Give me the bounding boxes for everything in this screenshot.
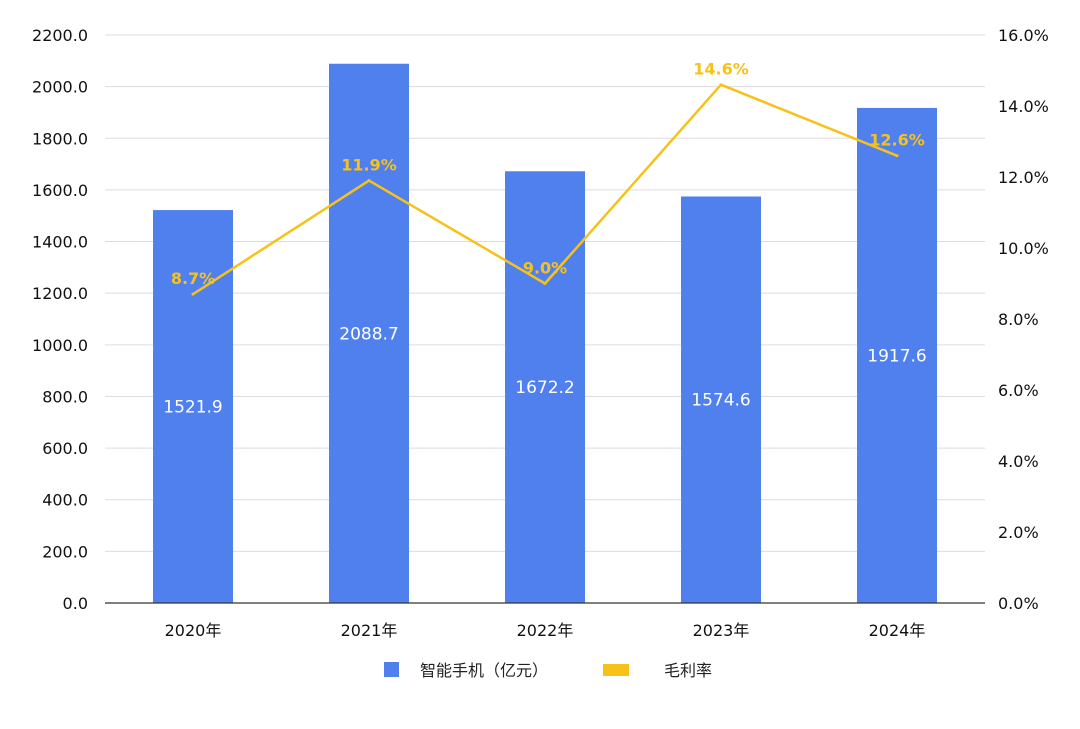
- left-tick-label: 2200.0: [32, 26, 88, 45]
- right-tick-label: 14.0%: [998, 97, 1049, 116]
- line-point: [543, 282, 547, 285]
- x-tick-label: 2023年: [693, 621, 750, 640]
- right-tick-label: 10.0%: [998, 239, 1049, 258]
- legend-swatch-line: [603, 664, 629, 676]
- bar: [681, 196, 761, 603]
- right-tick-label: 0.0%: [998, 594, 1039, 613]
- left-tick-label: 800.0: [42, 387, 88, 406]
- bar: [857, 107, 937, 603]
- line-value-label: 12.6%: [869, 131, 925, 150]
- bar: [329, 63, 409, 603]
- line-value-label: 14.6%: [693, 60, 749, 79]
- bar-value-label: 1574.6: [691, 391, 750, 411]
- x-tick-label: 2022年: [517, 621, 574, 640]
- bar: [505, 171, 585, 603]
- left-tick-label: 200.0: [42, 542, 88, 561]
- legend-label-bar: 智能手机（亿元）: [420, 661, 548, 680]
- line-value-label: 9.0%: [523, 259, 567, 278]
- left-tick-label: 1400.0: [32, 233, 88, 252]
- bar-value-label: 2088.7: [339, 324, 398, 344]
- line-point: [367, 179, 371, 183]
- line-series: [191, 83, 899, 296]
- right-tick-label: 8.0%: [998, 310, 1039, 329]
- right-tick-label: 16.0%: [998, 26, 1049, 45]
- legend-label-line: 毛利率: [664, 661, 712, 680]
- right-tick-label: 4.0%: [998, 452, 1039, 471]
- right-tick-label: 2.0%: [998, 523, 1039, 542]
- left-tick-label: 1600.0: [32, 181, 88, 200]
- right-tick-label: 12.0%: [998, 168, 1049, 187]
- bar-value-label: 1672.2: [515, 378, 574, 398]
- legend: 智能手机（亿元） 毛利率: [384, 661, 712, 680]
- line-value-label: 8.7%: [171, 269, 215, 288]
- x-tick-label: 2021年: [341, 621, 398, 640]
- right-tick-label: 6.0%: [998, 381, 1039, 400]
- left-tick-label: 1200.0: [32, 284, 88, 303]
- line-value-label: 11.9%: [341, 156, 397, 175]
- line-point: [191, 292, 195, 296]
- left-tick-label: 2000.0: [32, 78, 88, 97]
- left-tick-label: 400.0: [42, 491, 88, 510]
- line-point: [719, 83, 723, 87]
- bar-series: [153, 63, 937, 603]
- left-tick-label: 1800.0: [32, 129, 88, 148]
- line-point: [895, 154, 899, 158]
- left-tick-label: 0.0: [63, 594, 88, 613]
- x-tick-label: 2024年: [869, 621, 926, 640]
- left-tick-label: 1000.0: [32, 336, 88, 355]
- bar-value-label: 1521.9: [163, 398, 222, 418]
- axes: 0.0 200.0 400.0 600.0 800.0 1000.0 1200.0 1400.…: [32, 26, 1049, 640]
- x-tick-label: 2020年: [165, 621, 222, 640]
- left-tick-label: 600.0: [42, 439, 88, 458]
- legend-swatch-bar: [384, 662, 399, 677]
- data-labels: 1521.9 2088.7 1672.2 1574.6 1917.6 8.7% 11.9% 9…: [163, 60, 926, 418]
- bar-value-label: 1917.6: [867, 346, 926, 366]
